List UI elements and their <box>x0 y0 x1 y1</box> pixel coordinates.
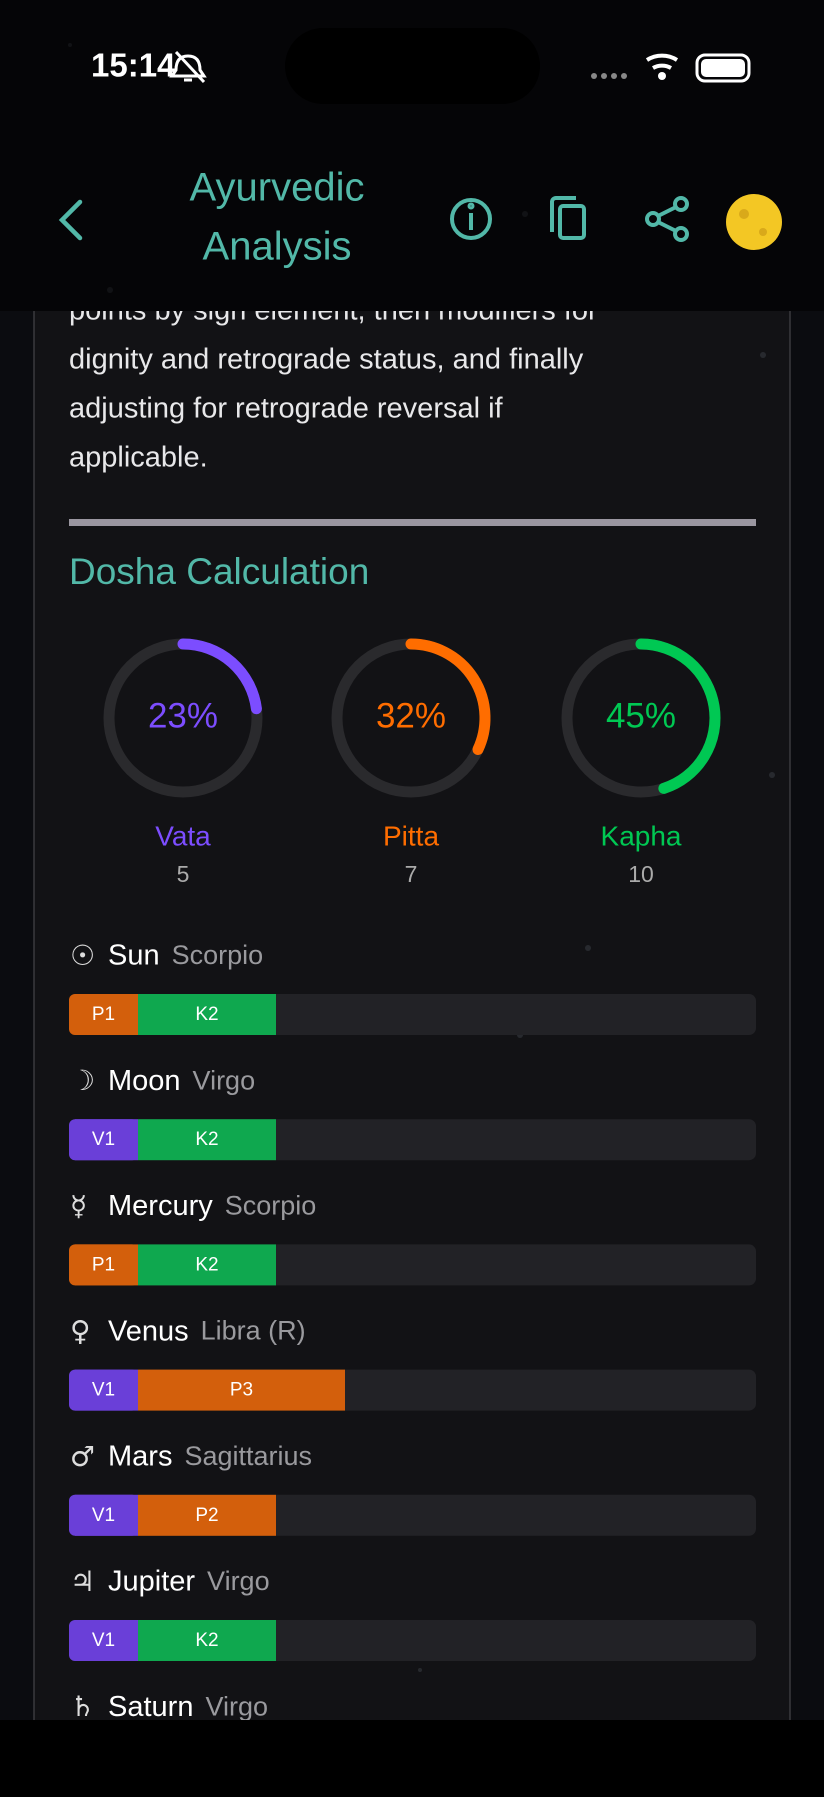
bar-segment-label: V1 <box>92 1505 115 1526</box>
section-title: Dosha Calculation <box>69 551 369 592</box>
signal-icon <box>591 73 627 79</box>
planet-symbol: ♀ <box>70 1315 91 1348</box>
ring-arc <box>405 638 491 756</box>
battery-icon <box>695 53 751 83</box>
bar-segment <box>138 1369 345 1411</box>
planet-sign: Virgo <box>207 1566 270 1596</box>
wifi-icon <box>645 53 679 70</box>
ring-percent: 32% <box>376 696 446 735</box>
bar-segment-fill <box>75 1119 138 1161</box>
dosha-name: Pitta <box>383 820 439 851</box>
planet-name: Venus <box>108 1315 189 1347</box>
bar-segment-label: K2 <box>195 1630 218 1651</box>
planet-name: Saturn <box>108 1691 193 1723</box>
share-button[interactable] <box>645 196 689 242</box>
bar-segment <box>138 1244 276 1286</box>
ring-arc <box>635 638 721 794</box>
bar-segment-label: P2 <box>195 1505 218 1526</box>
bar-segment <box>138 1494 276 1536</box>
dosha-name: Vata <box>155 820 211 851</box>
bar-segment <box>138 1119 276 1161</box>
bar-segment-fill <box>75 1620 138 1661</box>
planet-name: Moon <box>108 1065 181 1097</box>
planet-sign: Scorpio <box>225 1191 317 1221</box>
bar-segment-label: V1 <box>92 1630 115 1651</box>
bar-segment <box>138 1620 276 1661</box>
bar-segment-label: P3 <box>230 1380 253 1401</box>
info-button[interactable] <box>450 198 492 240</box>
paragraph-line: applicable. <box>69 442 208 474</box>
bar-segment-label: P1 <box>92 1004 115 1025</box>
planet-symbol: ♄ <box>70 1690 95 1723</box>
moon-crater <box>759 228 767 236</box>
bar-segment-fill <box>75 1244 138 1286</box>
moon-button[interactable] <box>726 194 782 250</box>
planet-name: Jupiter <box>108 1566 195 1598</box>
planet-sign: Libra (R) <box>201 1316 306 1346</box>
planet-name: Sun <box>108 940 160 972</box>
header-title: Analysis <box>203 225 352 269</box>
battery-level <box>701 59 745 77</box>
bar-segment-label: K2 <box>195 1129 218 1150</box>
bar-segment-label: K2 <box>195 1254 218 1275</box>
copy-button[interactable] <box>550 196 586 240</box>
planet-sign: Sagittarius <box>184 1441 312 1471</box>
dosha-name: Kapha <box>601 820 682 851</box>
dosha-count: 5 <box>177 861 190 887</box>
status-time: 15:14 <box>91 47 176 84</box>
dosha-count: 7 <box>405 861 418 887</box>
bar-segment-fill <box>75 1369 138 1411</box>
dosha-count: 10 <box>628 861 654 887</box>
bar-segment-label: K2 <box>195 1004 218 1025</box>
planet-sign: Virgo <box>193 1065 256 1095</box>
planet-sign: Scorpio <box>172 940 264 970</box>
bar-segment-label: V1 <box>92 1380 115 1401</box>
header-title: Ayurvedic <box>190 166 365 210</box>
planet-symbol: ☿ <box>70 1189 87 1222</box>
planet-symbol: ♂ <box>70 1440 95 1473</box>
bar-segment <box>138 994 276 1035</box>
back-button[interactable] <box>58 199 83 241</box>
bar-segment-fill <box>75 994 138 1035</box>
paragraph-line: points by sign element, then modifiers f… <box>69 295 598 327</box>
planet-symbol: ☽ <box>70 1064 95 1097</box>
paragraph-line: adjusting for retrograde reversal if <box>69 393 504 425</box>
planet-name: Mercury <box>108 1190 213 1222</box>
divider <box>69 519 756 526</box>
planet-sign: Virgo <box>205 1691 268 1721</box>
camera-notch <box>285 28 540 104</box>
ring-percent: 45% <box>606 696 676 735</box>
ring-percent: 23% <box>148 696 218 735</box>
paragraph-line: dignity and retrograde status, and final… <box>69 344 584 376</box>
planet-symbol: ♃ <box>70 1565 95 1598</box>
mute-icon <box>169 50 207 84</box>
bar-segment-label: P1 <box>92 1254 115 1275</box>
bar-segment-fill <box>75 1494 138 1536</box>
planet-symbol: ☉ <box>70 939 95 972</box>
bar-track <box>69 1745 756 1786</box>
wifi-dot <box>658 72 666 80</box>
moon-crater <box>739 209 749 219</box>
bar-segment-label: V1 <box>92 1129 115 1150</box>
planet-name: Mars <box>108 1440 172 1472</box>
ring-arc <box>177 638 262 715</box>
